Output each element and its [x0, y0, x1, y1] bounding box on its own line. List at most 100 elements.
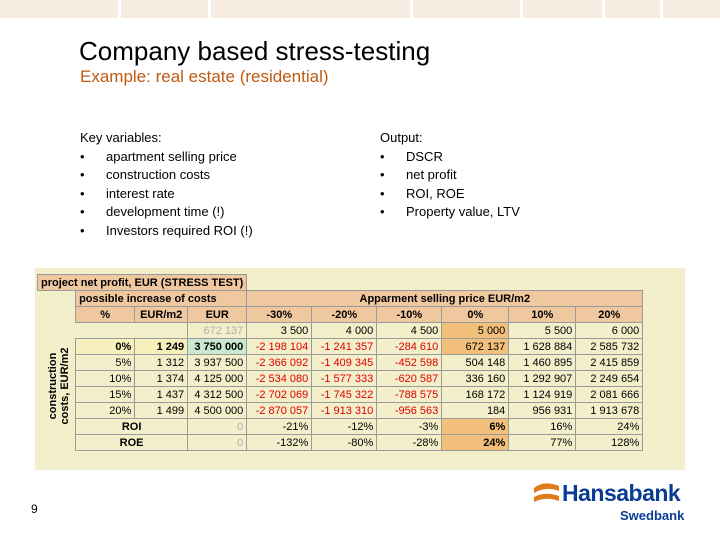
- output-heading: Output:: [380, 130, 423, 145]
- roi-cell: 24%: [575, 418, 644, 435]
- cost-eur-m2-cell: 1 249: [134, 338, 189, 355]
- cost-eur-cell: 4 500 000: [187, 402, 248, 419]
- profit-cell: 504 148: [441, 354, 510, 371]
- blank-cell: [134, 322, 188, 339]
- output-item: • net profit: [380, 166, 520, 185]
- table-row: 672 137 3 500 4 000 4 500 5 000 5 500 6 …: [37, 322, 644, 339]
- price-cell: 4 000: [311, 322, 378, 339]
- key-variable-text: interest rate: [106, 185, 175, 201]
- side-label-text: construction costs, EUR/m2: [47, 347, 71, 424]
- price-cell: 4 500: [376, 322, 443, 339]
- profit-cell: -620 587: [376, 370, 443, 387]
- stress-test-table: project net profit, EUR (STRESS TEST) po…: [36, 274, 644, 451]
- profit-cell: -2 702 069: [246, 386, 313, 403]
- roe-ghost-cell: 0: [187, 434, 248, 451]
- output-item: • DSCR: [380, 148, 520, 167]
- column-header: -10%: [376, 306, 443, 323]
- top-bar-tick: [602, 0, 605, 18]
- key-variable-item: • apartment selling price: [80, 148, 253, 167]
- column-header: -30%: [246, 306, 313, 323]
- key-variable-text: apartment selling price: [106, 148, 237, 164]
- cost-eur-m2-cell: 1 312: [134, 354, 189, 371]
- profit-cell: 184: [441, 402, 510, 419]
- price-cell: 3 500: [246, 322, 313, 339]
- blank-cell: [37, 370, 76, 387]
- table-row: % EUR/m2 EUR -30% -20% -10% 0% 10% 20%: [37, 306, 644, 323]
- profit-cell: 1 292 907: [508, 370, 577, 387]
- profit-cell: -1 577 333: [311, 370, 378, 387]
- cost-eur-m2-cell: 1 499: [134, 402, 189, 419]
- profit-cell: 2 249 654: [575, 370, 644, 387]
- profit-cell: -2 870 057: [246, 402, 313, 419]
- roe-cell: 128%: [575, 434, 644, 451]
- column-header: 20%: [575, 306, 644, 323]
- hansabank-mark-icon: [534, 483, 559, 502]
- blank-cell: [37, 306, 76, 323]
- cost-pct-cell: 15%: [75, 386, 136, 403]
- output-text: Property value, LTV: [406, 204, 520, 219]
- output-text: net profit: [406, 167, 457, 182]
- bullet: •: [80, 167, 85, 182]
- profit-cell: -284 610: [376, 338, 443, 355]
- cost-pct-cell: 0%: [75, 338, 136, 355]
- top-bar-tick: [208, 0, 211, 18]
- roi-cell: 16%: [508, 418, 577, 435]
- roe-label: ROE: [75, 434, 189, 451]
- roi-label: ROI: [75, 418, 189, 435]
- blank-cell: [37, 338, 76, 355]
- table-row: 15% 1 437 4 312 500 -2 702 069 -1 745 32…: [37, 386, 644, 403]
- blank-cell: [37, 322, 76, 339]
- profit-cell: 1 460 895: [508, 354, 577, 371]
- table-row: ROI 0 -21% -12% -3% 6% 16% 24%: [37, 418, 644, 435]
- column-header: -20%: [311, 306, 378, 323]
- roe-cell: -80%: [311, 434, 378, 451]
- cost-eur-cell: 3 750 000: [187, 338, 248, 355]
- top-bar-tick: [410, 0, 413, 18]
- key-variable-item: • Investors required ROI (!): [80, 222, 253, 241]
- roi-cell: -21%: [246, 418, 313, 435]
- column-header: EUR: [187, 306, 248, 323]
- profit-cell: -2 198 104: [246, 338, 313, 355]
- bullet: •: [80, 204, 85, 219]
- roi-cell: -12%: [311, 418, 378, 435]
- logo-sub-text: Swedbank: [620, 508, 685, 523]
- price-cell: 6 000: [575, 322, 644, 339]
- profit-cell: 168 172: [441, 386, 510, 403]
- column-header: 0%: [441, 306, 510, 323]
- side-label-line: construction: [47, 352, 59, 420]
- output-text: DSCR: [406, 148, 443, 164]
- roe-cell: -28%: [376, 434, 443, 451]
- table-title: project net profit, EUR (STRESS TEST): [36, 274, 248, 291]
- output-block: Output: • DSCR • net profit • ROI, ROE • Pro…: [380, 129, 520, 222]
- slide-title: Company based stress-testing: [79, 36, 431, 66]
- profit-cell: -2 534 080: [246, 370, 313, 387]
- blank-cell: [37, 354, 76, 371]
- cost-eur-m2-cell: 1 437: [134, 386, 189, 403]
- key-variable-text: Investors required ROI (!): [106, 222, 253, 238]
- profit-cell: -956 563: [376, 402, 443, 419]
- price-header: Apparment selling price EUR/m2: [246, 290, 644, 307]
- key-variable-text: development time (!): [106, 204, 225, 219]
- blank-cell: [37, 290, 76, 307]
- output-text: ROI, ROE: [406, 185, 465, 201]
- roi-cell: 6%: [441, 418, 510, 435]
- bullet: •: [380, 167, 385, 182]
- profit-cell: -452 598: [376, 354, 443, 371]
- profit-cell: 2 585 732: [575, 338, 644, 355]
- profit-cell: -1 409 345: [311, 354, 378, 371]
- cost-pct-cell: 10%: [75, 370, 136, 387]
- logo-brand-text: Hansabank: [562, 480, 681, 506]
- output-item: • ROI, ROE: [380, 185, 520, 204]
- bullet: •: [80, 185, 85, 201]
- top-bar-tick: [118, 0, 121, 18]
- key-variable-text: construction costs: [106, 167, 211, 182]
- profit-cell: 1 628 884: [508, 338, 577, 355]
- profit-cell: 1 913 678: [575, 402, 644, 419]
- top-bar-tick: [520, 0, 523, 18]
- column-header: %: [75, 306, 136, 323]
- bullet: •: [80, 222, 85, 238]
- blank-cell: [246, 274, 643, 291]
- top-bar-tick: [660, 0, 663, 18]
- profit-cell: -1 745 322: [311, 386, 378, 403]
- base-cost-cell: 672 137: [187, 322, 248, 339]
